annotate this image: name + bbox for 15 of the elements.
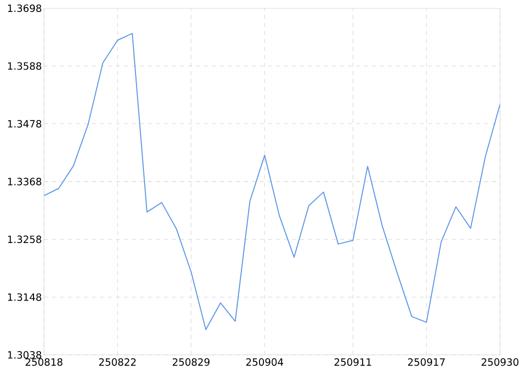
y-tick-label: 1.3588 xyxy=(8,62,42,70)
x-tick-label: 250911 xyxy=(334,358,372,366)
y-tick-label: 1.3478 xyxy=(8,120,42,128)
line-series xyxy=(44,32,500,330)
y-tick-label: 1.3698 xyxy=(8,4,42,12)
x-tick-label: 250829 xyxy=(172,358,210,366)
y-tick-label: 1.3258 xyxy=(8,236,42,244)
x-tick-label: 250917 xyxy=(408,358,445,366)
x-tick-label: 250822 xyxy=(99,358,136,366)
y-tick-label: 1.3148 xyxy=(8,293,42,301)
x-tick-label: 250904 xyxy=(246,358,284,366)
y-tick-label: 1.3038 xyxy=(8,351,42,359)
x-tick-label: 250930 xyxy=(482,358,518,366)
x-tick-label: 250818 xyxy=(26,358,62,366)
y-tick-label: 1.3368 xyxy=(8,178,42,186)
